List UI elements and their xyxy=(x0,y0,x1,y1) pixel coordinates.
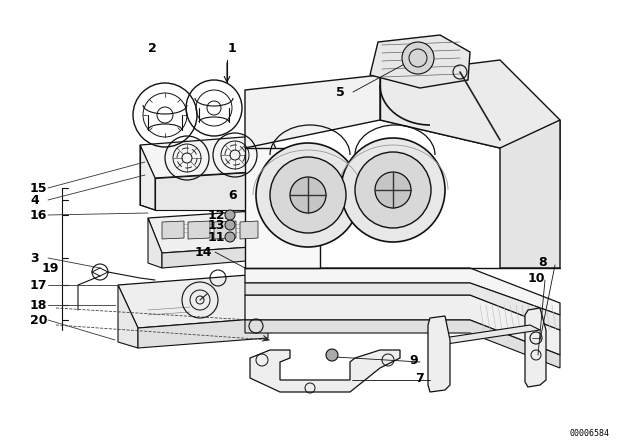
Polygon shape xyxy=(188,221,210,239)
Polygon shape xyxy=(525,308,546,387)
Circle shape xyxy=(355,152,431,228)
Text: 2: 2 xyxy=(148,42,157,55)
Polygon shape xyxy=(245,148,320,268)
Text: 20: 20 xyxy=(30,314,47,327)
Circle shape xyxy=(225,210,235,220)
Text: 15: 15 xyxy=(30,181,47,194)
Text: 19: 19 xyxy=(42,262,60,275)
Text: 00006584: 00006584 xyxy=(570,429,610,438)
Polygon shape xyxy=(214,221,236,239)
Circle shape xyxy=(225,232,235,242)
Text: 10: 10 xyxy=(528,271,545,284)
Circle shape xyxy=(341,138,445,242)
Text: 16: 16 xyxy=(30,208,47,221)
Polygon shape xyxy=(428,316,450,392)
Circle shape xyxy=(326,349,338,361)
Circle shape xyxy=(375,172,411,208)
Polygon shape xyxy=(140,135,285,178)
Polygon shape xyxy=(250,350,400,392)
Circle shape xyxy=(290,177,326,213)
Text: 7: 7 xyxy=(415,371,424,384)
Text: 18: 18 xyxy=(30,298,47,311)
Text: 17: 17 xyxy=(30,279,47,292)
Text: 13: 13 xyxy=(208,219,225,232)
Polygon shape xyxy=(240,221,258,239)
Text: 6: 6 xyxy=(228,189,237,202)
Polygon shape xyxy=(140,145,155,210)
Polygon shape xyxy=(118,285,138,348)
Text: 3: 3 xyxy=(30,251,38,264)
Circle shape xyxy=(402,42,434,74)
Polygon shape xyxy=(162,245,282,268)
Polygon shape xyxy=(245,283,560,330)
Circle shape xyxy=(225,220,235,230)
Polygon shape xyxy=(245,268,560,315)
Circle shape xyxy=(270,157,346,233)
Polygon shape xyxy=(138,318,268,348)
Polygon shape xyxy=(148,218,162,268)
Polygon shape xyxy=(118,275,268,328)
Polygon shape xyxy=(380,60,560,200)
Polygon shape xyxy=(148,210,282,253)
Polygon shape xyxy=(370,35,470,88)
Text: 1: 1 xyxy=(228,42,237,55)
Circle shape xyxy=(256,143,360,247)
Polygon shape xyxy=(430,325,540,345)
Polygon shape xyxy=(162,221,184,239)
Polygon shape xyxy=(245,75,500,148)
Text: 12: 12 xyxy=(208,208,225,221)
Polygon shape xyxy=(245,295,560,355)
Polygon shape xyxy=(155,170,285,210)
Polygon shape xyxy=(245,320,560,368)
Text: 8: 8 xyxy=(538,255,547,268)
Text: 14: 14 xyxy=(195,246,212,258)
Text: 9: 9 xyxy=(409,353,418,366)
Text: 4: 4 xyxy=(30,194,39,207)
Polygon shape xyxy=(500,120,560,268)
Text: 11: 11 xyxy=(208,231,225,244)
Text: 5: 5 xyxy=(336,86,345,99)
